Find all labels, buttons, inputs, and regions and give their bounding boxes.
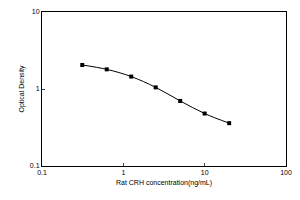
svg-text:1: 1	[121, 169, 125, 176]
svg-text:Rat CRH concentration(ng/mL): Rat CRH concentration(ng/mL)	[116, 179, 212, 187]
svg-text:0.1: 0.1	[30, 162, 40, 169]
svg-text:0.1: 0.1	[37, 169, 47, 176]
svg-text:10: 10	[201, 169, 209, 176]
svg-text:Optical Density: Optical Density	[18, 65, 26, 113]
svg-text:1: 1	[36, 85, 40, 92]
svg-text:100: 100	[280, 169, 292, 176]
svg-text:10: 10	[32, 8, 40, 15]
